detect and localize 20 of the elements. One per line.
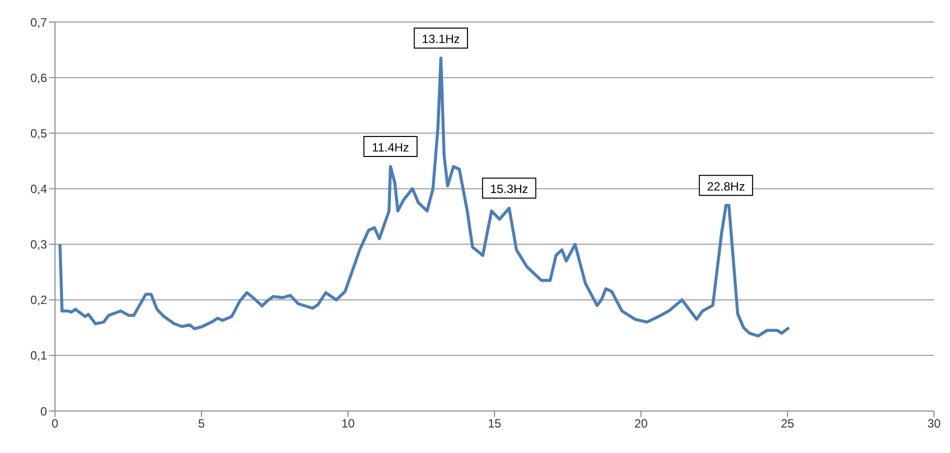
y-tick-label: 0,3 — [30, 238, 48, 252]
x-tick-label: 15 — [488, 416, 502, 431]
x-tick-label: 25 — [780, 416, 794, 431]
y-tick-label: 0,1 — [30, 348, 48, 363]
x-tick-label: 5 — [198, 416, 206, 431]
annotation: 11.4Hz — [372, 140, 410, 154]
y-tick-label: 0,7 — [30, 15, 48, 30]
y-tick-label: 0,2 — [30, 293, 48, 308]
line-series — [58, 56, 790, 338]
y-tick-label: 0,6 — [30, 70, 48, 85]
x-tick-label: 10 — [341, 416, 355, 431]
y-tick-label: 0,4 — [30, 182, 48, 196]
annotation: 15.3Hz — [490, 182, 528, 196]
y-tick-label: 0,5 — [30, 126, 48, 140]
y-tick-label: 0 — [40, 404, 48, 418]
x-tick-label: 20 — [634, 416, 648, 431]
x-tick-label: 30 — [927, 416, 941, 431]
annotation: 22.8Hz — [706, 179, 745, 194]
annotation: 13.1Hz — [422, 32, 460, 46]
x-tick-label: 0 — [52, 416, 59, 431]
